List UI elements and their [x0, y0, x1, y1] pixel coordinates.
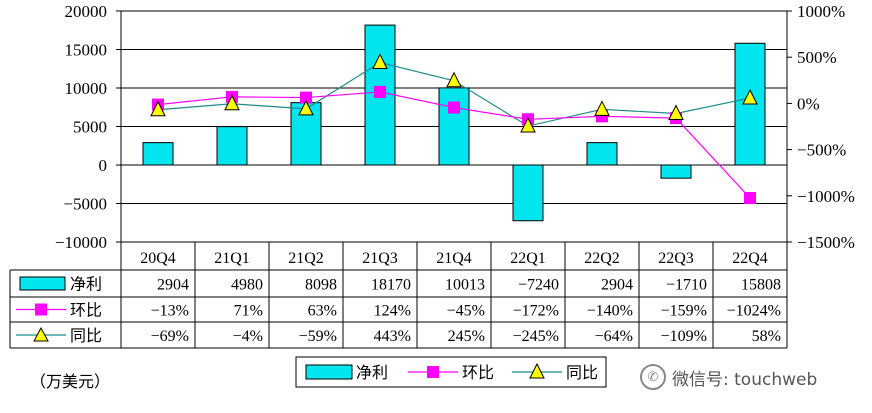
- table-cell: 8098: [305, 277, 337, 294]
- table-cell: −140%: [587, 303, 633, 320]
- yoy-point-22Q2: [594, 100, 610, 116]
- table-cell: 15808: [741, 277, 781, 294]
- table-cell: −69%: [151, 328, 189, 345]
- bar-21Q2: [290, 102, 322, 166]
- left-tick-label: 0: [99, 156, 108, 175]
- table-cell: −59%: [299, 328, 337, 345]
- yoy-point-21Q1: [224, 94, 240, 111]
- table-cell: −109%: [661, 328, 707, 345]
- category-label: 21Q1: [214, 250, 250, 267]
- table-cell: 2904: [601, 277, 633, 294]
- right-tick-label: 500%: [797, 48, 837, 67]
- yoy-point-21Q4: [446, 71, 462, 88]
- table-cell: −172%: [513, 303, 559, 320]
- qoq-point-21Q2: [300, 91, 312, 104]
- category-label: 20Q4: [140, 250, 176, 267]
- yoy-point-20Q4: [150, 100, 166, 117]
- wechat-icon: ✆: [640, 364, 666, 390]
- qoq-point-22Q4: [744, 192, 756, 205]
- right-tick-label: 1000%: [797, 2, 845, 21]
- table-cell: −4%: [233, 328, 263, 345]
- yoy-point-21Q3: [372, 53, 388, 69]
- legend-label: 环比: [462, 363, 494, 382]
- table-cell: 58%: [752, 328, 781, 345]
- table-cell: −1710: [666, 277, 707, 294]
- category-label: 21Q2: [288, 250, 324, 267]
- category-label: 22Q4: [732, 250, 768, 267]
- left-tick-label: 5000: [73, 118, 107, 137]
- table-cell: 124%: [374, 303, 411, 320]
- legend-label: 同比: [566, 363, 598, 382]
- yoy-point-21Q2: [298, 99, 314, 116]
- category-label: 22Q2: [584, 250, 620, 267]
- table-cell: 443%: [374, 328, 411, 345]
- qoq-point-21Q3: [374, 85, 386, 98]
- left-axis: 20000 15000 10000 5000 0 −5000 −10000: [55, 2, 121, 252]
- table-cell: −64%: [595, 328, 633, 345]
- right-tick-label: −1500%: [797, 233, 855, 252]
- right-axis: 1000% 500% 0% −500% −1000% −1500%: [786, 2, 855, 252]
- legend-key-qoq-square: [427, 366, 439, 378]
- category-label: 22Q3: [658, 250, 694, 267]
- row-header: 净利: [70, 275, 102, 294]
- table-cell: 2904: [157, 277, 189, 294]
- data-table: 20Q4 21Q1 21Q2 21Q3 21Q4 22Q1 22Q2 22Q3 22Q4 净利 29…: [9, 241, 788, 349]
- table-cell: 245%: [448, 328, 485, 345]
- left-tick-label: 15000: [65, 41, 108, 60]
- legend-key-net-profit: [305, 364, 353, 380]
- table-cell: −245%: [513, 328, 559, 345]
- legend-key-yoy-triangle: [529, 362, 545, 379]
- bar-22Q3: [660, 164, 692, 179]
- right-tick-label: 0%: [797, 94, 820, 113]
- table-cell: 71%: [234, 303, 263, 320]
- row-key-square: [35, 303, 47, 316]
- table-cell: 63%: [308, 303, 337, 320]
- table-cell: 18170: [371, 277, 411, 294]
- watermark: ✆ 微信号: touchweb: [640, 364, 817, 390]
- bar-21Q4: [438, 87, 470, 166]
- left-tick-label: −5000: [63, 195, 107, 214]
- table-cell: −159%: [661, 303, 707, 320]
- right-tick-label: −1000%: [797, 187, 855, 206]
- bar-22Q2: [586, 142, 618, 166]
- watermark-text: 微信号: touchweb: [672, 369, 818, 390]
- yoy-point-22Q4: [742, 88, 758, 105]
- left-tick-label: 10000: [65, 79, 108, 98]
- row-header: 同比: [70, 326, 102, 345]
- qoq-point-21Q4: [448, 101, 460, 114]
- table-cell: −7240: [518, 277, 559, 294]
- ratio-lines: [150, 53, 758, 205]
- category-label: 21Q3: [362, 250, 398, 267]
- category-label: 22Q1: [510, 250, 546, 267]
- table-cell: 10013: [445, 277, 485, 294]
- yoy-point-22Q1: [520, 116, 536, 133]
- legend-label: 净利: [356, 363, 388, 382]
- legend: 净利 环比 同比: [295, 356, 607, 388]
- bar-22Q1: [512, 164, 544, 222]
- row-header: 环比: [70, 301, 102, 320]
- right-tick-label: −500%: [797, 141, 846, 160]
- table-cell: −13%: [151, 303, 189, 320]
- left-tick-label: 20000: [65, 2, 108, 21]
- row-key-net-profit: [19, 276, 66, 291]
- yoy-point-22Q3: [668, 104, 684, 120]
- category-label: 21Q4: [436, 250, 472, 267]
- bar-21Q1: [216, 126, 248, 166]
- row-key-triangle: [33, 326, 49, 342]
- table-cell: −1024%: [727, 303, 781, 320]
- unit-label: （万美元）: [30, 372, 111, 391]
- bar-20Q4: [142, 142, 174, 166]
- table-cell: −45%: [447, 303, 485, 320]
- table-cell: 4980: [231, 277, 263, 294]
- left-tick-label: −10000: [55, 233, 107, 252]
